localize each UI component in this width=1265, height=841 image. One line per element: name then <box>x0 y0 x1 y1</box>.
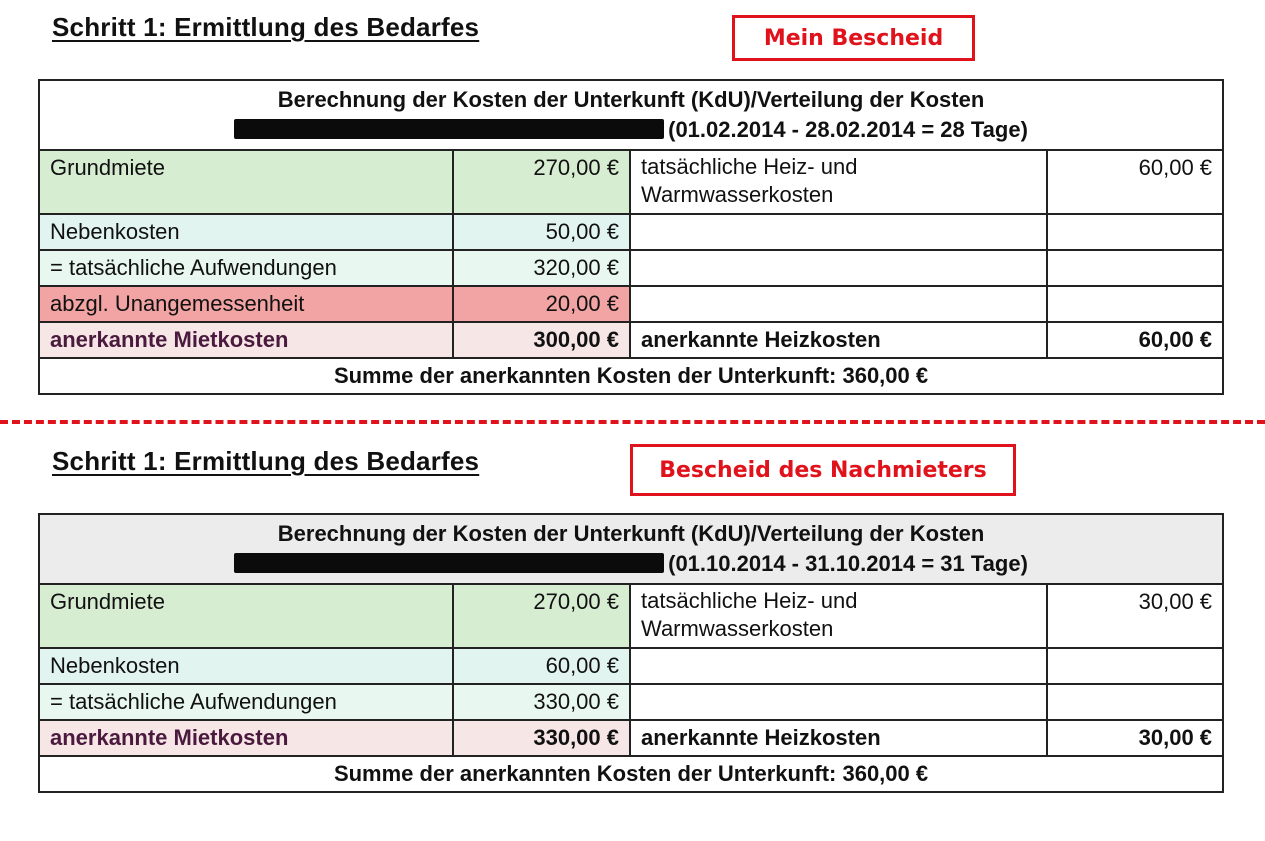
row-label: anerkannte Mietkosten <box>38 719 454 757</box>
row-right-value: 30,00 € <box>1045 583 1225 649</box>
stamp-label: Mein Bescheid <box>732 15 975 61</box>
step-heading: Schritt 1: Ermittlung des Bedarfes <box>52 446 480 476</box>
row-right-value: 60,00 € <box>1045 321 1225 359</box>
row-label: = tatsächliche Aufwendungen <box>38 683 454 721</box>
row-label: Grundmiete <box>38 149 454 215</box>
table-period: (01.02.2014 - 28.02.2014 = 28 Tage) <box>668 117 1028 142</box>
row-value: 270,00 € <box>452 583 631 649</box>
table-row-grundmiete: Grundmiete 270,00 € tatsächliche Heiz- u… <box>38 149 1225 215</box>
table-header: Berechnung der Kosten der Unterkunft (Kd… <box>37 513 1225 585</box>
row-right-empty <box>1045 213 1225 251</box>
row-value: 60,00 € <box>452 647 631 685</box>
row-right-empty <box>1045 285 1225 323</box>
table-row-mietkosten: anerkannte Mietkosten 300,00 € anerkannt… <box>38 321 1225 359</box>
row-value: 270,00 € <box>452 149 631 215</box>
row-right-empty <box>629 647 1048 685</box>
kdu-table: Berechnung der Kosten der Unterkunft (Kd… <box>37 79 1225 395</box>
row-label: Grundmiete <box>38 583 454 649</box>
table-title: Berechnung der Kosten der Unterkunft (Kd… <box>277 521 985 546</box>
table-title: Berechnung der Kosten der Unterkunft (Kd… <box>277 87 985 112</box>
row-value: 320,00 € <box>452 249 631 287</box>
row-right-empty <box>629 285 1048 323</box>
row-label: Nebenkosten <box>38 647 454 685</box>
table-row-nebenkosten: Nebenkosten 50,00 € <box>38 213 1225 251</box>
table-header: Berechnung der Kosten der Unterkunft (Kd… <box>37 79 1225 151</box>
table-period-line: (01.10.2014 - 31.10.2014 = 31 Tage) <box>50 549 1212 579</box>
row-right-empty <box>1045 249 1225 287</box>
row-right-empty <box>1045 683 1225 721</box>
table-row-grundmiete: Grundmiete 270,00 € tatsächliche Heiz- u… <box>38 583 1225 649</box>
row-right-label: anerkannte Heizkosten <box>629 321 1048 359</box>
table-period-line: (01.02.2014 - 28.02.2014 = 28 Tage) <box>50 115 1212 145</box>
row-right-value: 60,00 € <box>1045 149 1225 215</box>
row-right-label: tatsächliche Heiz- und Warmwasserkosten <box>629 149 1048 215</box>
dashed-divider <box>0 420 1265 424</box>
table-row-unangemessenheit: abzgl. Unangemessenheit 20,00 € <box>38 285 1225 323</box>
row-label: = tatsächliche Aufwendungen <box>38 249 454 287</box>
step-heading: Schritt 1: Ermittlung des Bedarfes <box>52 12 480 42</box>
row-label: Nebenkosten <box>38 213 454 251</box>
row-value: 50,00 € <box>452 213 631 251</box>
kdu-table: Berechnung der Kosten der Unterkunft (Kd… <box>37 513 1225 793</box>
table-row-mietkosten: anerkannte Mietkosten 330,00 € anerkannt… <box>38 719 1225 757</box>
row-value: 330,00 € <box>452 683 631 721</box>
row-right-empty <box>629 213 1048 251</box>
row-right-empty <box>629 683 1048 721</box>
table-header-row: Berechnung der Kosten der Unterkunft (Kd… <box>37 513 1225 585</box>
redacted-address-bar <box>234 553 665 573</box>
table-header-row: Berechnung der Kosten der Unterkunft (Kd… <box>37 79 1225 151</box>
row-right-value: 30,00 € <box>1045 719 1225 757</box>
table-row-aufwendungen: = tatsächliche Aufwendungen 330,00 € <box>38 683 1225 721</box>
row-label: abzgl. Unangemessenheit <box>38 285 454 323</box>
redacted-address-bar <box>234 119 665 139</box>
sum-text: Summe der anerkannten Kosten der Unterku… <box>37 357 1225 395</box>
row-value: 300,00 € <box>452 321 631 359</box>
table-sum-row: Summe der anerkannten Kosten der Unterku… <box>37 755 1225 793</box>
sum-text: Summe der anerkannten Kosten der Unterku… <box>37 755 1225 793</box>
row-label: anerkannte Mietkosten <box>38 321 454 359</box>
row-right-label: anerkannte Heizkosten <box>629 719 1048 757</box>
row-value: 20,00 € <box>452 285 631 323</box>
table-row-nebenkosten: Nebenkosten 60,00 € <box>38 647 1225 685</box>
table-sum-row: Summe der anerkannten Kosten der Unterku… <box>37 357 1225 395</box>
row-right-label: tatsächliche Heiz- und Warmwasserkosten <box>629 583 1048 649</box>
row-right-empty <box>1045 647 1225 685</box>
table-row-aufwendungen: = tatsächliche Aufwendungen 320,00 € <box>38 249 1225 287</box>
row-right-empty <box>629 249 1048 287</box>
row-value: 330,00 € <box>452 719 631 757</box>
table-period: (01.10.2014 - 31.10.2014 = 31 Tage) <box>668 551 1028 576</box>
stamp-label: Bescheid des Nachmieters <box>630 444 1016 496</box>
